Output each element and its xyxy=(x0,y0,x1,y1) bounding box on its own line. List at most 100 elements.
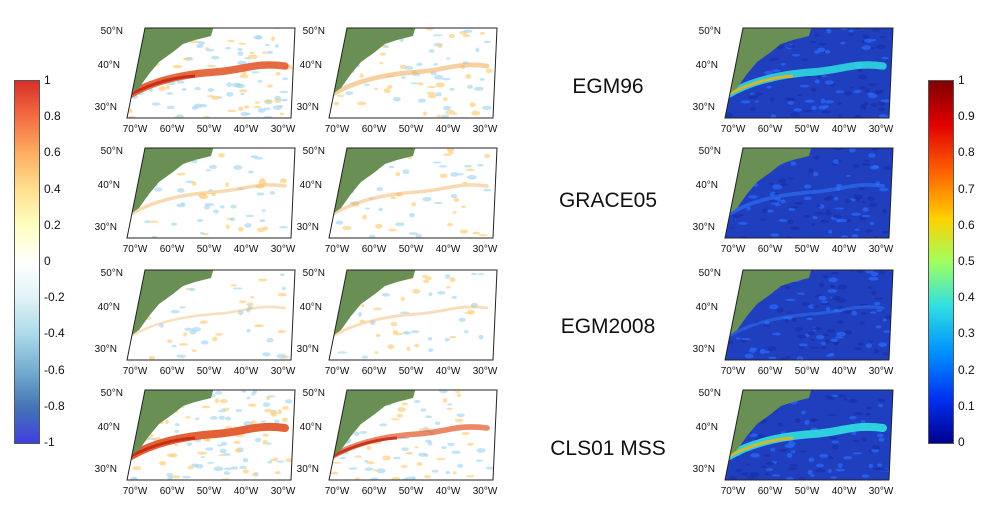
lon-label: 50°W xyxy=(197,486,222,497)
lat-label: 40°N xyxy=(98,302,120,313)
left-colorbar-tick: 1 xyxy=(44,73,51,87)
right-colorbar-tick: 0.3 xyxy=(958,326,975,341)
lon-label: 60°W xyxy=(160,244,185,255)
lon-label: 60°W xyxy=(160,124,185,135)
lon-label: 70°W xyxy=(325,124,350,135)
lat-label: 30°N xyxy=(297,464,319,475)
left-colorbar-tick: -0.8 xyxy=(44,398,65,413)
lon-label: 50°W xyxy=(197,124,222,135)
map-panel: 50°N 40°N 30°N 70°W 60°W 50°W 40°W 30°W xyxy=(297,22,505,138)
lat-label: 40°N xyxy=(696,302,718,313)
right-colorbar-tick: 0.8 xyxy=(958,145,975,160)
right-colorbar-tick: 0.7 xyxy=(958,181,975,196)
lat-label: 30°N xyxy=(693,344,715,355)
lon-label: 70°W xyxy=(325,366,350,377)
lon-label: 30°W xyxy=(869,486,894,497)
right-colorbar-gradient xyxy=(928,80,954,444)
lon-label: 50°W xyxy=(795,486,820,497)
lon-label: 50°W xyxy=(399,486,424,497)
lat-label: 30°N xyxy=(297,222,319,233)
model-label-egm96: EGM96 xyxy=(572,75,644,98)
lat-label: 40°N xyxy=(300,60,322,71)
lon-label: 70°W xyxy=(721,244,746,255)
lon-label: 30°W xyxy=(473,124,498,135)
right-colorbar-tick: 1 xyxy=(958,73,965,87)
lon-label: 40°W xyxy=(436,486,461,497)
lat-label: 40°N xyxy=(98,422,120,433)
left-colorbar-tick: 0.2 xyxy=(44,217,61,232)
left-colorbar-tick: -0.6 xyxy=(44,362,65,377)
lon-label: 60°W xyxy=(758,366,783,377)
map-panel: 50°N 40°N 30°N 70°W 60°W 50°W 40°W 30°W xyxy=(297,264,505,380)
lon-label: 30°W xyxy=(271,124,296,135)
right-colorbar-tick: 0.5 xyxy=(958,254,975,268)
left-colorbar-tick: -0.4 xyxy=(44,326,65,341)
lon-label: 40°W xyxy=(436,244,461,255)
lon-label: 70°W xyxy=(325,486,350,497)
lon-label: 50°W xyxy=(399,244,424,255)
lon-label: 50°W xyxy=(197,366,222,377)
lon-label: 60°W xyxy=(362,486,387,497)
map-panel: 50°N 40°N 30°N 70°W 60°W 50°W 40°W 30°W xyxy=(95,264,303,380)
lat-label: 30°N xyxy=(297,344,319,355)
lon-label: 40°W xyxy=(832,366,857,377)
map-panel: 50°N 40°N 30°N 70°W 60°W 50°W 40°W 30°W xyxy=(95,142,303,258)
left-colorbar-tick: -0.2 xyxy=(44,290,65,305)
map-panel: 50°N 40°N 30°N 70°W 60°W 50°W 40°W 30°W xyxy=(95,22,303,138)
lat-label: 30°N xyxy=(95,344,117,355)
lat-label: 40°N xyxy=(98,180,120,191)
lon-label: 50°W xyxy=(197,244,222,255)
lon-label: 50°W xyxy=(399,124,424,135)
lat-label: 30°N xyxy=(297,102,319,113)
lon-label: 60°W xyxy=(758,486,783,497)
lat-label: 30°N xyxy=(95,222,117,233)
lat-label: 30°N xyxy=(95,464,117,475)
right-colorbar-tick: 0.1 xyxy=(958,398,975,413)
lat-label: 50°N xyxy=(699,388,721,399)
lat-label: 40°N xyxy=(300,302,322,313)
lat-label: 40°N xyxy=(696,60,718,71)
lon-label: 70°W xyxy=(325,244,350,255)
lon-label: 70°W xyxy=(721,366,746,377)
lat-label: 30°N xyxy=(693,222,715,233)
lon-label: 40°W xyxy=(436,366,461,377)
lon-label: 30°W xyxy=(473,366,498,377)
lat-label: 50°N xyxy=(101,146,123,157)
right-colorbar-tick: 0.4 xyxy=(958,290,975,305)
lon-label: 60°W xyxy=(758,244,783,255)
lat-label: 50°N xyxy=(101,268,123,279)
lon-label: 30°W xyxy=(473,244,498,255)
right-colorbar-tick: 0.2 xyxy=(958,362,975,377)
lon-label: 50°W xyxy=(399,366,424,377)
right-colorbar xyxy=(928,80,988,450)
lat-label: 50°N xyxy=(101,26,123,37)
lat-label: 40°N xyxy=(98,60,120,71)
lat-label: 50°N xyxy=(699,146,721,157)
lon-label: 40°W xyxy=(436,124,461,135)
lon-label: 40°W xyxy=(234,244,259,255)
lon-label: 50°W xyxy=(795,124,820,135)
model-label-cls01-mss: CLS01 MSS xyxy=(550,437,666,460)
map-panel: 50°N 40°N 30°N 70°W 60°W 50°W 40°W 30°W xyxy=(693,384,901,500)
lon-label: 70°W xyxy=(123,366,148,377)
map-panel: 50°N 40°N 30°N 70°W 60°W 50°W 40°W 30°W xyxy=(297,142,505,258)
lat-label: 50°N xyxy=(303,146,325,157)
map-panel: 50°N 40°N 30°N 70°W 60°W 50°W 40°W 30°W xyxy=(297,384,505,500)
lon-label: 60°W xyxy=(160,486,185,497)
map-panel: 50°N 40°N 30°N 70°W 60°W 50°W 40°W 30°W xyxy=(95,384,303,500)
lat-label: 50°N xyxy=(101,388,123,399)
lat-label: 40°N xyxy=(696,180,718,191)
lon-label: 30°W xyxy=(869,366,894,377)
lat-label: 50°N xyxy=(303,26,325,37)
lon-label: 30°W xyxy=(271,486,296,497)
lon-label: 40°W xyxy=(234,486,259,497)
lon-label: 30°W xyxy=(271,244,296,255)
lon-label: 30°W xyxy=(869,244,894,255)
lat-label: 50°N xyxy=(699,26,721,37)
lon-label: 30°W xyxy=(869,124,894,135)
lon-label: 40°W xyxy=(832,244,857,255)
lon-label: 60°W xyxy=(362,244,387,255)
lon-label: 40°W xyxy=(234,124,259,135)
lon-label: 70°W xyxy=(123,244,148,255)
lat-label: 40°N xyxy=(300,180,322,191)
